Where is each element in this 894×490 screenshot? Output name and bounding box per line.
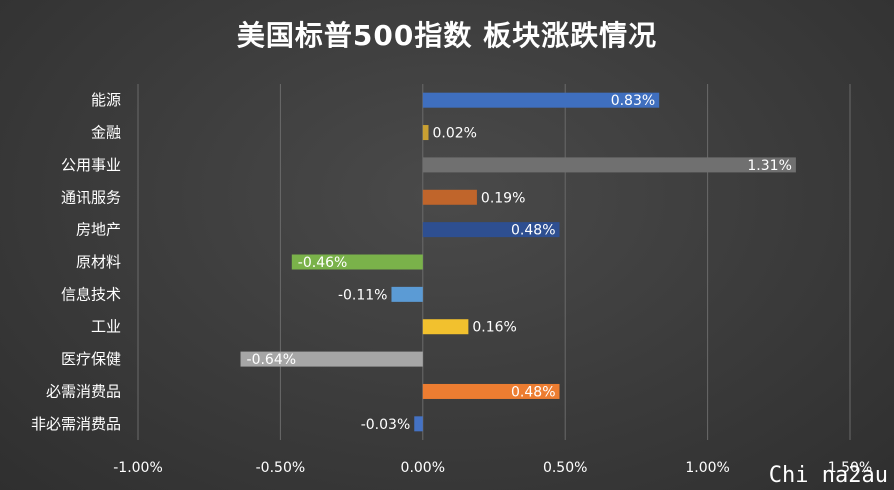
x-tick-label: -0.50% <box>256 460 306 476</box>
category-label: 金融 <box>91 124 121 142</box>
data-label: 0.19% <box>481 190 525 206</box>
data-label: 0.48% <box>511 384 555 400</box>
watermark: Chi na2au <box>768 463 888 488</box>
bar <box>422 319 469 335</box>
data-label: -0.64% <box>247 352 297 368</box>
data-label: 0.16% <box>472 320 516 336</box>
data-label: -0.46% <box>298 255 348 271</box>
x-tick-label: 0.50% <box>543 460 587 476</box>
x-tick-label: 1.50% <box>828 460 872 476</box>
category-label: 公用事业 <box>61 156 121 174</box>
bar <box>422 222 560 238</box>
data-label: 0.48% <box>511 223 555 239</box>
category-label: 必需消费品 <box>46 382 121 400</box>
bar <box>414 416 423 432</box>
bar <box>422 383 560 399</box>
data-label: 0.02% <box>432 126 476 142</box>
chart-title: 美国标普500指数 板块涨跌情况 <box>236 19 658 52</box>
category-label: 非必需消费品 <box>31 415 121 433</box>
x-tick-label: 0.00% <box>401 460 445 476</box>
x-tick-label: -1.00% <box>113 460 163 476</box>
data-label: 0.83% <box>611 93 655 109</box>
bar <box>422 189 477 205</box>
bar <box>240 351 423 367</box>
category-label: 能源 <box>91 91 121 109</box>
category-label: 通讯服务 <box>61 188 121 206</box>
x-tick-label: 1.00% <box>685 460 729 476</box>
bar <box>291 254 423 270</box>
category-label: 医疗保健 <box>61 350 121 368</box>
bar <box>391 286 423 302</box>
category-label: 工业 <box>91 318 121 336</box>
category-label: 信息技术 <box>61 285 121 303</box>
bar <box>422 92 660 108</box>
data-label: -0.03% <box>361 417 411 433</box>
bar <box>422 157 796 173</box>
category-label: 房地产 <box>76 221 121 239</box>
bar <box>422 125 429 141</box>
category-label: 原材料 <box>76 253 121 271</box>
data-label: -0.11% <box>338 287 388 303</box>
data-label: 1.31% <box>747 158 791 174</box>
